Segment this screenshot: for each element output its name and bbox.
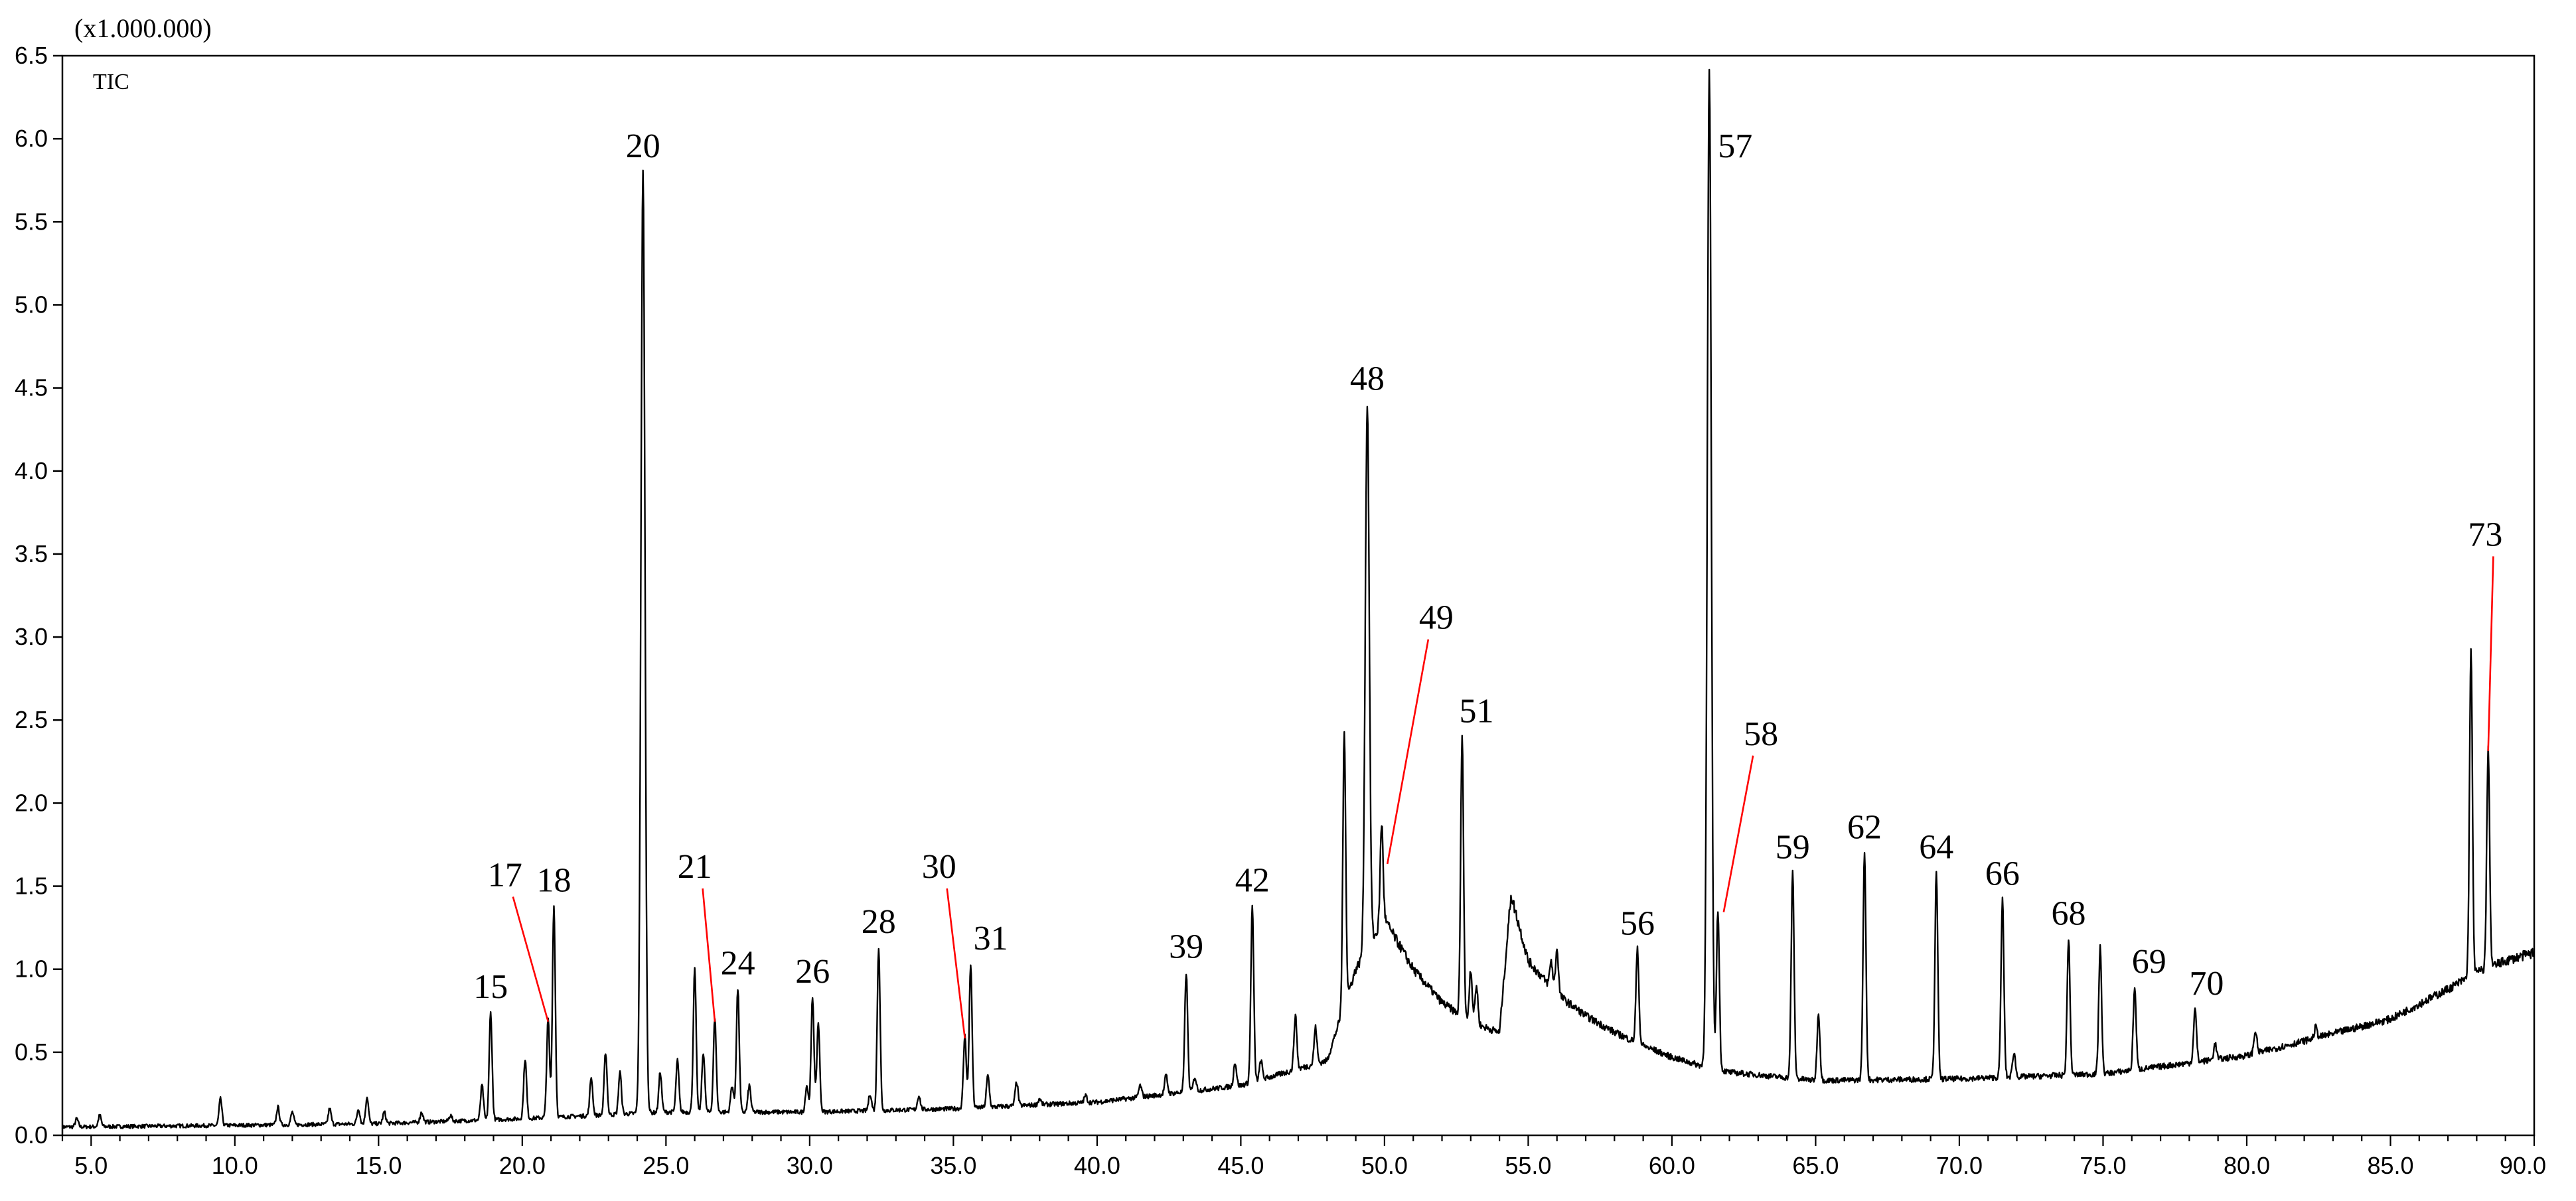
y-tick-label: 5.0 [15, 291, 48, 318]
tic-trace [61, 68, 2536, 1129]
x-tick-label: 65.0 [1792, 1152, 1839, 1179]
x-axis: 5.0 10.0 15.0 20.0 25.0 30.0 35.0 40.0 45.0 50.0 5… [61, 1135, 2546, 1179]
x-tick-label: 90.0 [2500, 1152, 2546, 1179]
peak-label-73: 73 [2468, 516, 2502, 553]
x-tick-label: 45.0 [1217, 1152, 1264, 1179]
peak-label-20: 20 [626, 127, 660, 165]
peak-label-17: 17 [488, 857, 522, 894]
x-tick-label: 55.0 [1505, 1152, 1551, 1179]
leader-line-49 [1386, 639, 1430, 865]
peak-annotations: 15 17 18 20 21 24 26 28 30 31 39 42 48 49 51 56 57 58 59 62… [473, 127, 2502, 1038]
x-tick-label: 20.0 [499, 1152, 546, 1179]
x-tick-label: 35.0 [930, 1152, 976, 1179]
peak-label-24: 24 [721, 945, 755, 983]
peak-label-64: 64 [1919, 829, 1953, 867]
peak-label-42: 42 [1235, 862, 1270, 900]
y-tick-label: 6.5 [15, 42, 48, 69]
y-scale-label: (x1.000.000) [74, 13, 212, 43]
peak-label-62: 62 [1847, 808, 1882, 846]
x-tick-label: 10.0 [212, 1152, 258, 1179]
peak-label-31: 31 [974, 920, 1008, 957]
peak-label-15: 15 [473, 968, 508, 1006]
y-tick-label: 1.0 [15, 955, 48, 983]
x-tick-label: 25.0 [643, 1152, 689, 1179]
y-tick-label: 0.0 [15, 1121, 48, 1149]
series-label: TIC [93, 70, 129, 94]
peak-label-66: 66 [1985, 855, 2020, 893]
peak-label-28: 28 [862, 903, 896, 941]
peak-label-68: 68 [2052, 895, 2086, 933]
x-tick-label: 60.0 [1649, 1152, 1695, 1179]
peak-label-59: 59 [1776, 829, 1810, 867]
y-tick-label: 4.0 [15, 457, 48, 484]
leader-line-58 [1722, 755, 1754, 912]
y-tick-label: 4.5 [15, 374, 48, 401]
plot-area: TIC 0.0 0.5 1.0 1.5 2.0 2.5 3.0 3.5 4.0 4.5 5.0 5.5… [15, 42, 2546, 1179]
peak-label-48: 48 [1350, 360, 1385, 398]
peak-label-57: 57 [1718, 127, 1752, 165]
peak-label-69: 69 [2132, 943, 2166, 981]
peak-label-51: 51 [1459, 692, 1493, 730]
x-tick-label: 80.0 [2224, 1152, 2270, 1179]
y-tick-label: 5.5 [15, 208, 48, 235]
leader-line-73 [2487, 556, 2494, 751]
y-tick-label: 0.5 [15, 1038, 48, 1066]
y-tick-label: 2.5 [15, 706, 48, 733]
leader-line-17 [512, 896, 550, 1023]
peak-label-18: 18 [536, 862, 571, 900]
x-tick-label: 15.0 [355, 1152, 402, 1179]
y-tick-label: 2.0 [15, 789, 48, 816]
x-tick-label: 30.0 [787, 1152, 833, 1179]
x-tick-label: 40.0 [1074, 1152, 1120, 1179]
leader-line-21 [702, 888, 716, 1022]
peak-label-21: 21 [678, 848, 712, 886]
leader-line-30 [946, 888, 966, 1038]
y-tick-label: 3.0 [15, 623, 48, 650]
y-tick-label: 6.0 [15, 125, 48, 152]
peak-label-49: 49 [1419, 599, 1454, 637]
x-tick-label: 85.0 [2367, 1152, 2413, 1179]
peak-label-58: 58 [1744, 715, 1778, 753]
peak-label-56: 56 [1620, 905, 1655, 943]
peak-label-26: 26 [795, 953, 830, 991]
peak-label-70: 70 [2189, 965, 2224, 1003]
x-tick-label: 50.0 [1361, 1152, 1408, 1179]
x-tick-label: 5.0 [74, 1152, 108, 1179]
x-tick-label: 70.0 [1936, 1152, 1983, 1179]
y-axis: 0.0 0.5 1.0 1.5 2.0 2.5 3.0 3.5 4.0 4.5 5.0 5.5 6.0 6… [15, 42, 62, 1149]
y-tick-label: 1.5 [15, 873, 48, 900]
peak-label-39: 39 [1169, 928, 1203, 966]
x-tick-label: 75.0 [2080, 1152, 2126, 1179]
peak-label-30: 30 [922, 848, 956, 886]
y-tick-label: 3.5 [15, 540, 48, 567]
